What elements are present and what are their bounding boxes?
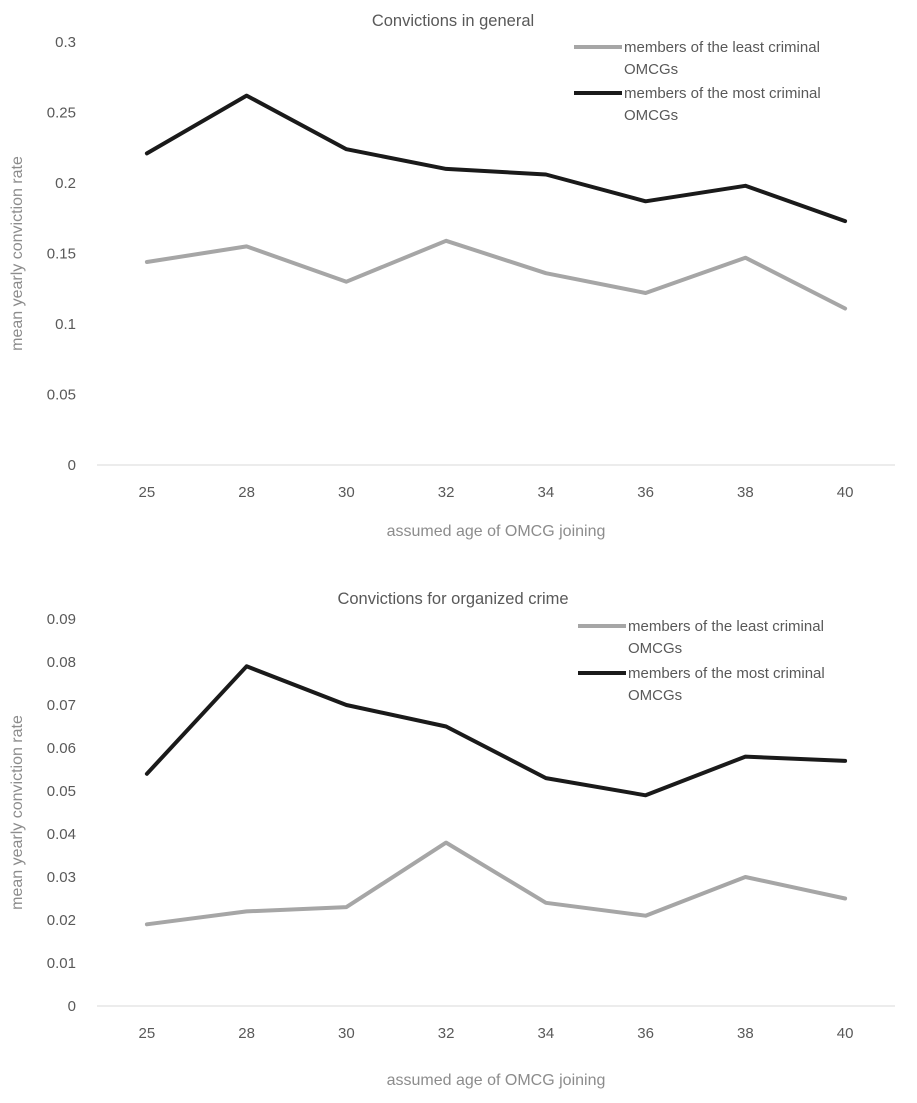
chart1-series-2-line — [147, 96, 845, 222]
chart1-title: Convictions in general — [372, 12, 534, 30]
chart1-y-tick-label: 0.05 — [47, 387, 76, 404]
chart2-x-tick-label: 25 — [139, 1025, 156, 1042]
chart1-legend-label-line: members of the least criminal — [624, 39, 820, 56]
chart2-series-2-line — [147, 666, 845, 795]
chart2-legend-label-line: members of the least criminal — [628, 618, 824, 635]
chart1-legend-label-line: OMCGs — [624, 107, 678, 124]
chart2-legend-label-line: members of the most criminal — [628, 665, 825, 682]
chart1-x-tick-label: 30 — [338, 484, 355, 501]
chart1-x-tick-label: 38 — [737, 484, 754, 501]
chart1-x-tick-label: 25 — [139, 484, 156, 501]
chart1-y-tick-label: 0.3 — [55, 34, 76, 51]
chart2-y-tick-label: 0.02 — [47, 912, 76, 929]
chart1-x-axis-title: assumed age of OMCG joining — [387, 523, 606, 540]
chart2-y-tick-label: 0.03 — [47, 869, 76, 886]
chart2-y-tick-label: 0.06 — [47, 740, 76, 757]
chart1-series-1-line — [147, 241, 845, 309]
chart2-legend-label-line: OMCGs — [628, 640, 682, 657]
chart2-series-1-line — [147, 843, 845, 925]
chart1-x-tick-label: 34 — [538, 484, 555, 501]
chart1-legend-label-line: OMCGs — [624, 61, 678, 78]
chart2-legend-label-line: OMCGs — [628, 687, 682, 704]
chart1-y-tick-label: 0.2 — [55, 175, 76, 192]
chart1-y-axis-title: mean yearly conviction rate — [9, 156, 26, 351]
chart2-x-tick-label: 28 — [238, 1025, 255, 1042]
chart1-legend-label-2: members of the most criminal OMCGs — [624, 85, 821, 124]
chart2-y-tick-label: 0 — [68, 998, 76, 1015]
chart2-x-tick-label: 30 — [338, 1025, 355, 1042]
chart2-x-tick-label: 36 — [637, 1025, 654, 1042]
chart1-legend-label-line: members of the most criminal — [624, 85, 821, 102]
chart2-x-tick-label: 32 — [438, 1025, 455, 1042]
chart1-y-tick-label: 0.1 — [55, 316, 76, 333]
chart1-x-tick-label: 36 — [637, 484, 654, 501]
chart1-y-tick-label: 0.15 — [47, 246, 76, 263]
chart2-x-axis-title: assumed age of OMCG joining — [387, 1072, 606, 1089]
chart1-x-tick-label: 28 — [238, 484, 255, 501]
chart1-y-tick-label: 0 — [68, 457, 76, 474]
chart2-y-tick-label: 0.09 — [47, 611, 76, 628]
chart2-y-tick-label: 0.08 — [47, 654, 76, 671]
chart2-y-tick-label: 0.07 — [47, 697, 76, 714]
chart1-x-tick-label: 40 — [837, 484, 854, 501]
chart2-x-tick-label: 34 — [538, 1025, 555, 1042]
chart2-legend-label-2: members of the most criminal OMCGs — [628, 665, 825, 704]
chart1-legend-label-1: members of the least criminal OMCGs — [624, 39, 820, 78]
chart2-y-axis-title: mean yearly conviction rate — [9, 715, 26, 910]
chart2-x-tick-label: 38 — [737, 1025, 754, 1042]
chart2-title: Convictions for organized crime — [337, 590, 568, 608]
chart2-y-tick-label: 0.04 — [47, 826, 76, 843]
chart2-y-tick-label: 0.01 — [47, 955, 76, 972]
chart1-y-tick-label: 0.25 — [47, 105, 76, 122]
chart1-x-tick-label: 32 — [438, 484, 455, 501]
chart2-x-tick-label: 40 — [837, 1025, 854, 1042]
chart2-y-tick-label: 0.05 — [47, 783, 76, 800]
chart2-legend-label-1: members of the least criminal OMCGs — [628, 618, 824, 657]
